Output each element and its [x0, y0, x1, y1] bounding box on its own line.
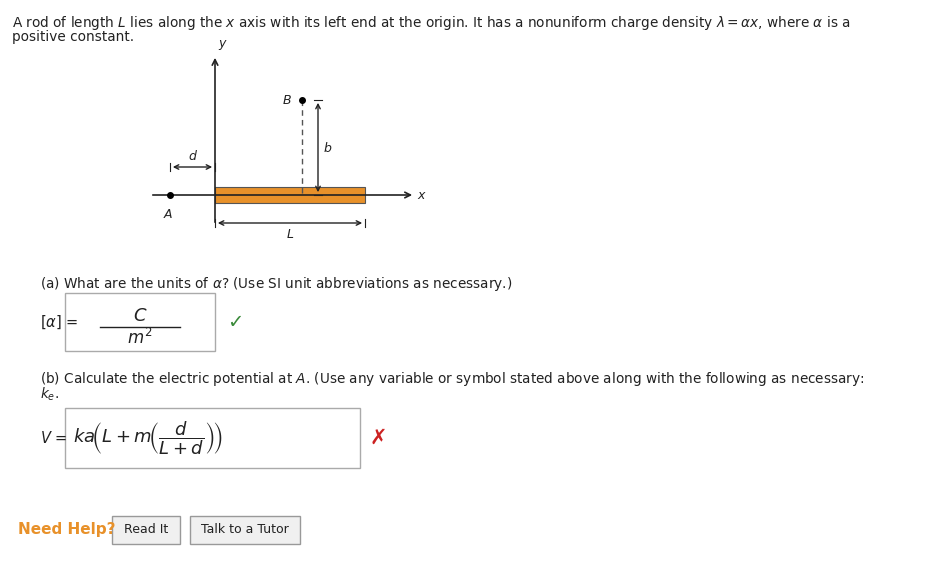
- Bar: [112, 516, 180, 544]
- Text: $b$: $b$: [323, 141, 332, 154]
- Text: $k_e$.: $k_e$.: [40, 386, 59, 404]
- Text: $V$ =: $V$ =: [40, 430, 68, 446]
- Text: A rod of length $L$ lies along the $x$ axis with its left end at the origin. It : A rod of length $L$ lies along the $x$ a…: [12, 14, 850, 32]
- Text: Talk to a Tutor: Talk to a Tutor: [201, 524, 288, 537]
- Text: ✗: ✗: [369, 428, 387, 448]
- Text: $x$: $x$: [417, 189, 426, 202]
- Text: $m^2$: $m^2$: [128, 328, 152, 348]
- Bar: [65, 293, 215, 351]
- Bar: [189, 516, 300, 544]
- Text: $L$: $L$: [286, 228, 294, 241]
- Text: $A$: $A$: [163, 208, 173, 221]
- Text: ✓: ✓: [227, 312, 243, 332]
- Text: (b) Calculate the electric potential at $A$. (Use any variable or symbol stated : (b) Calculate the electric potential at …: [40, 370, 863, 388]
- Bar: [65, 408, 360, 468]
- Bar: [215, 187, 365, 203]
- Text: $ka\!\left(L + m\!\left(\dfrac{d}{L+d}\right)\!\right)$: $ka\!\left(L + m\!\left(\dfrac{d}{L+d}\r…: [73, 419, 222, 457]
- Text: Need Help?: Need Help?: [18, 522, 115, 538]
- Text: $y$: $y$: [218, 38, 228, 52]
- Text: $B$: $B$: [282, 93, 291, 106]
- Text: $C$: $C$: [132, 307, 148, 325]
- Text: (a) What are the units of $\alpha$? (Use SI unit abbreviations as necessary.): (a) What are the units of $\alpha$? (Use…: [40, 275, 511, 293]
- Text: $d$: $d$: [188, 149, 197, 163]
- Text: Read It: Read It: [124, 524, 168, 537]
- Text: positive constant.: positive constant.: [12, 30, 134, 44]
- Text: $[\alpha]$ =: $[\alpha]$ =: [40, 313, 78, 330]
